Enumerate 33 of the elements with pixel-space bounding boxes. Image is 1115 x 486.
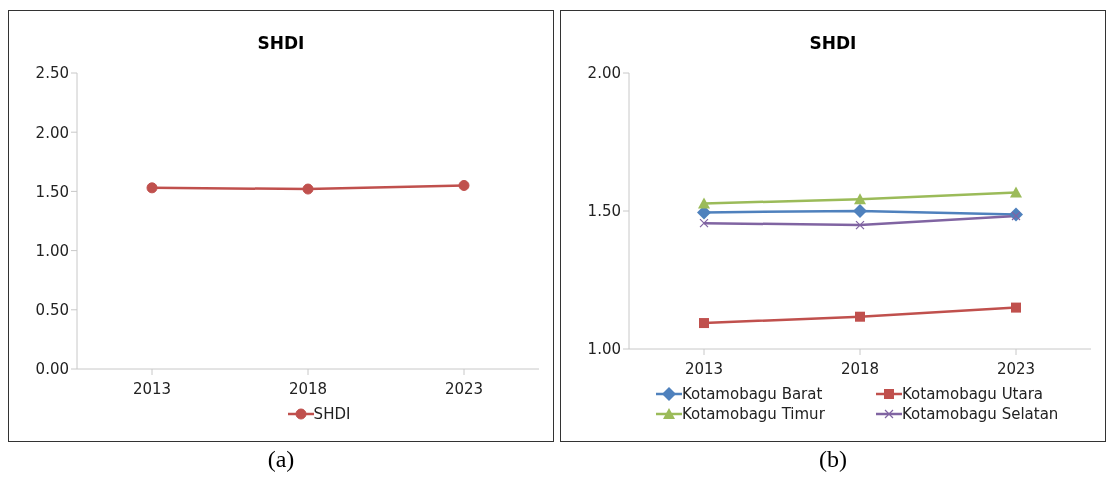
legend-label: Kotamobagu Selatan xyxy=(902,405,1059,423)
legend-label: Kotamobagu Utara xyxy=(902,385,1044,403)
chart-title: SHDI xyxy=(808,33,858,53)
x-tick-label: 2018 xyxy=(288,379,328,398)
y-tick-label: 2.50 xyxy=(35,64,69,83)
point xyxy=(1010,186,1022,198)
y-tick-label: 1.50 xyxy=(35,182,69,201)
chart-title: SHDI xyxy=(256,33,306,53)
point xyxy=(699,218,709,228)
point xyxy=(854,193,866,205)
point xyxy=(855,311,865,322)
text: (a) xyxy=(267,446,295,473)
legend-label: Kotamobagu Barat xyxy=(682,385,823,403)
point xyxy=(698,197,710,209)
legend-label: Kotamobagu Timur xyxy=(682,405,825,423)
y-tick-label: 1.00 xyxy=(35,241,69,260)
y-tick-label: 1.50 xyxy=(587,202,621,221)
legend-label: SHDI xyxy=(313,405,351,423)
x-tick-label: 2023 xyxy=(444,379,484,398)
y-tick-label: 0.00 xyxy=(35,360,69,379)
point xyxy=(855,220,865,230)
x-tick-label: 2023 xyxy=(996,359,1036,378)
x-tick-label: 2013 xyxy=(684,359,724,378)
x-tick-label: 2013 xyxy=(132,379,172,398)
y-tick-label: 2.00 xyxy=(587,64,621,83)
y-tick-label: 0.50 xyxy=(35,301,69,320)
y-tick-label: 1.00 xyxy=(587,340,621,359)
point xyxy=(1011,302,1021,313)
text: (b) xyxy=(819,446,847,473)
y-tick-label: 2.00 xyxy=(35,123,69,142)
point xyxy=(853,204,867,218)
point xyxy=(699,318,709,329)
x-tick-label: 2018 xyxy=(840,359,880,378)
